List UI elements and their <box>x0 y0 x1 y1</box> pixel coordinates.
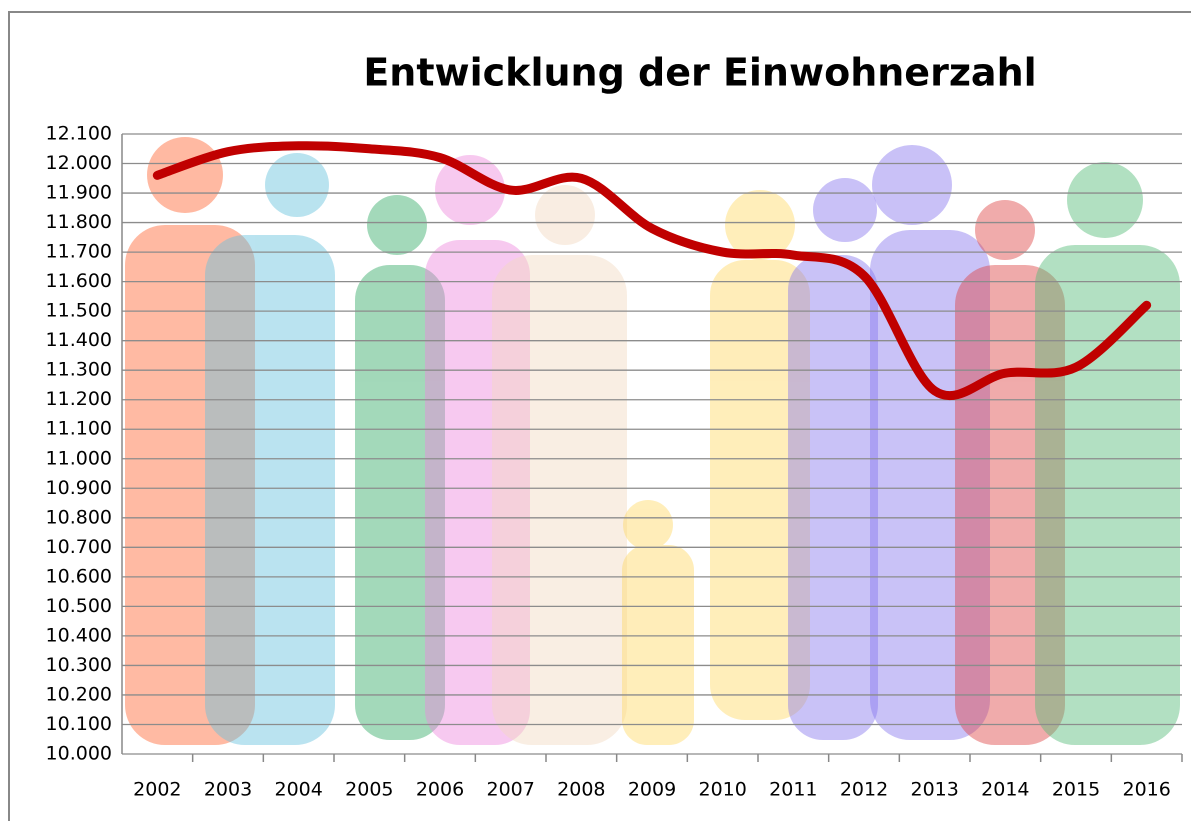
y-tick-label: 10.600 <box>46 565 112 587</box>
y-tick-label: 12.100 <box>46 123 112 145</box>
x-tick-label: 2007 <box>486 779 534 801</box>
y-tick-label: 11.300 <box>46 359 112 381</box>
y-tick-label: 10.800 <box>46 506 112 528</box>
y-tick-label: 11.100 <box>46 418 112 440</box>
y-tick-label: 10.000 <box>46 743 112 765</box>
y-tick-label: 11.200 <box>46 388 112 410</box>
x-tick-label: 2012 <box>840 779 888 801</box>
x-tick-label: 2011 <box>769 779 817 801</box>
x-tick-label: 2009 <box>628 779 676 801</box>
x-tick-label: 2006 <box>416 779 464 801</box>
y-tick-label: 11.700 <box>46 241 112 263</box>
x-tick-label: 2015 <box>1052 779 1100 801</box>
chart-title: Entwicklung der Einwohnerzahl <box>363 51 1036 95</box>
x-tick-label: 2014 <box>981 779 1029 801</box>
y-tick-label: 11.000 <box>46 447 112 469</box>
y-tick-label: 11.900 <box>46 182 112 204</box>
y-tick-label: 11.600 <box>46 270 112 292</box>
chart: Entwicklung der Einwohnerzahl 10.000 10.1… <box>0 0 1191 821</box>
y-tick-label: 11.800 <box>46 211 112 233</box>
y-tick-label: 12.000 <box>46 152 112 174</box>
y-tick-label: 10.400 <box>46 624 112 646</box>
x-tick-label: 2016 <box>1122 779 1170 801</box>
x-tick-label: 2013 <box>910 779 958 801</box>
x-tick-label: 2008 <box>557 779 605 801</box>
x-tick-label: 2002 <box>133 779 181 801</box>
x-tick-label: 2005 <box>345 779 393 801</box>
y-tick-label: 10.500 <box>46 595 112 617</box>
y-tick-label: 11.400 <box>46 329 112 351</box>
x-tick-label: 2010 <box>698 779 746 801</box>
y-tick-label: 10.100 <box>46 713 112 735</box>
y-tick-label: 10.300 <box>46 654 112 676</box>
x-tick-label: 2004 <box>274 779 322 801</box>
y-tick-label: 11.500 <box>46 300 112 322</box>
y-tick-label: 10.700 <box>46 536 112 558</box>
y-tick-label: 10.900 <box>46 477 112 499</box>
x-tick-label: 2003 <box>204 779 252 801</box>
y-tick-label: 10.200 <box>46 683 112 705</box>
